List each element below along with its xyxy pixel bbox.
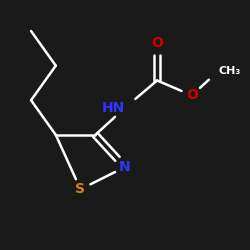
- Text: O: O: [186, 88, 198, 102]
- Text: CH₃: CH₃: [219, 66, 241, 76]
- Text: O: O: [151, 36, 163, 51]
- Text: HN: HN: [102, 101, 125, 115]
- Text: S: S: [76, 182, 86, 196]
- Text: N: N: [119, 160, 131, 174]
